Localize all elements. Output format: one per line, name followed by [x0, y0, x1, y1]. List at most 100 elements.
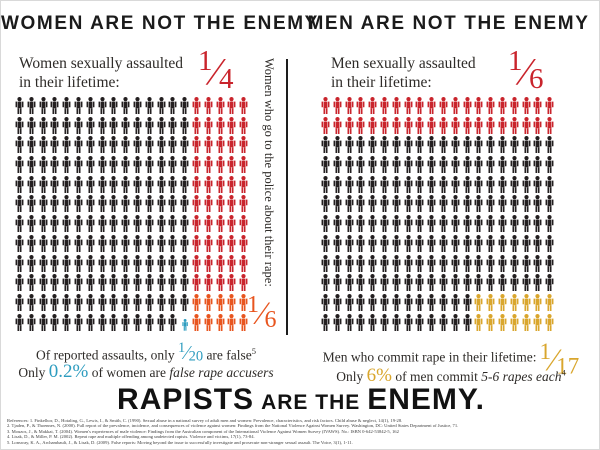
person-icon — [98, 234, 107, 252]
person-icon — [15, 195, 24, 213]
person-icon — [368, 116, 377, 134]
person-icon — [380, 215, 389, 233]
person-icon — [380, 313, 389, 331]
person-icon — [204, 195, 213, 213]
person-icon — [227, 195, 236, 213]
person-icon — [50, 313, 59, 331]
person-icon — [356, 175, 365, 193]
person-icon — [392, 116, 401, 134]
person-icon — [427, 313, 436, 331]
person-icon — [474, 254, 483, 272]
person-icon — [15, 215, 24, 233]
person-icon — [145, 156, 154, 174]
person-icon — [39, 156, 48, 174]
person-icon — [545, 274, 554, 292]
person-icon — [121, 234, 130, 252]
person-icon — [15, 313, 24, 331]
person-icon — [133, 116, 142, 134]
person-icon — [227, 313, 236, 331]
person-icon — [427, 136, 436, 154]
person-icon — [545, 215, 554, 233]
person-icon — [133, 175, 142, 193]
person-icon — [157, 234, 166, 252]
person-icon — [368, 234, 377, 252]
person-icon — [522, 175, 530, 193]
person-icon — [133, 254, 142, 272]
person-icon — [545, 156, 554, 174]
person-icon — [39, 254, 48, 272]
person-icon — [486, 313, 495, 331]
person-icon — [180, 175, 189, 193]
person-icon — [204, 274, 213, 292]
person-icon — [27, 293, 36, 311]
person-icon — [345, 254, 354, 272]
person-icon — [204, 293, 213, 311]
person-icon — [333, 313, 342, 331]
person-icon — [180, 97, 189, 114]
person-icon — [498, 215, 507, 233]
person-icon — [404, 116, 413, 134]
reference-marker: 5 — [251, 345, 257, 356]
person-icon — [157, 175, 166, 193]
person-icon — [168, 156, 177, 174]
person-icon — [145, 215, 154, 233]
person-icon — [98, 156, 107, 174]
person-icon — [439, 254, 448, 272]
person-icon — [510, 195, 519, 213]
person-icon — [368, 97, 377, 114]
person-icon — [74, 313, 83, 331]
person-icon — [333, 234, 342, 252]
person-icon — [181, 318, 188, 331]
person-icon — [392, 215, 401, 233]
reference-marker: 4 — [561, 367, 566, 378]
person-icon — [15, 274, 24, 292]
person-icon — [439, 136, 448, 154]
person-icon — [392, 254, 401, 272]
person-icon — [204, 116, 213, 134]
person-icon — [486, 274, 495, 292]
person-icon — [168, 313, 177, 331]
person-icon — [533, 293, 542, 311]
person-icon — [204, 313, 213, 331]
person-icon — [216, 175, 224, 193]
person-icon — [227, 234, 236, 252]
person-icon — [392, 195, 401, 213]
person-icon — [227, 293, 236, 311]
person-icon — [109, 156, 118, 174]
person-icon — [333, 156, 342, 174]
person-icon — [86, 254, 95, 272]
person-icon — [109, 116, 118, 134]
person-icon — [145, 116, 154, 134]
person-icon — [404, 136, 413, 154]
person-icon — [204, 175, 213, 193]
person-icon — [168, 293, 177, 311]
person-icon — [168, 215, 177, 233]
person-icon — [157, 274, 166, 292]
person-icon — [216, 234, 224, 252]
person-icon — [86, 156, 95, 174]
person-icon — [27, 234, 36, 252]
men-pictograph-grid — [321, 97, 554, 331]
person-icon — [86, 293, 95, 311]
person-icon — [392, 136, 401, 154]
person-icon — [345, 136, 354, 154]
right-panel-title: MEN ARE NOT THE ENEMY — [307, 13, 590, 34]
panel-divider — [286, 59, 288, 335]
person-icon — [404, 175, 413, 193]
person-icon — [27, 136, 36, 154]
person-icon — [15, 234, 24, 252]
person-icon — [380, 234, 389, 252]
women-assaulted-fraction: 1⁄4 — [198, 45, 234, 95]
person-icon — [39, 136, 48, 154]
reference-line: 3. Mouzos, J., & Makkai, T. (2004). Wome… — [7, 428, 399, 434]
person-icon — [121, 97, 130, 114]
person-icon — [333, 274, 342, 292]
person-icon — [392, 313, 401, 331]
person-icon — [50, 254, 59, 272]
person-icon — [121, 254, 130, 272]
person-icon — [39, 195, 48, 213]
person-icon — [356, 254, 365, 272]
person-icon — [404, 274, 413, 292]
left-panel-subtitle: Women sexually assaulted in their lifeti… — [19, 54, 183, 92]
person-icon — [427, 234, 436, 252]
